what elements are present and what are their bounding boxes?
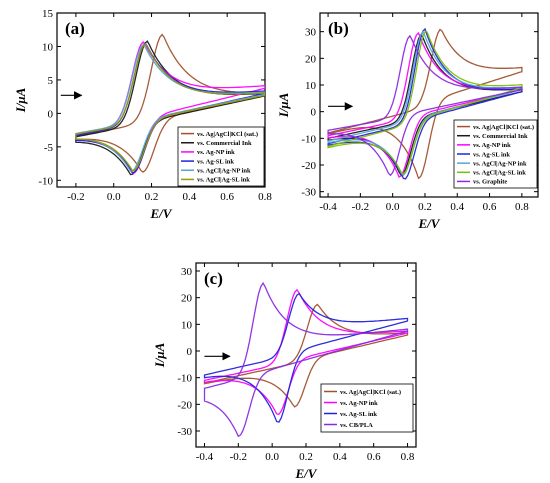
y-tick-label: -10 [177, 373, 192, 385]
legend-entry-5: vs. AgCl|Ag-NP ink [197, 168, 251, 175]
x-axis-label: E/V [150, 206, 173, 221]
x-tick-label: 0.0 [386, 201, 400, 213]
y-tick-label: 0 [48, 108, 54, 120]
y-tick-label: 20 [181, 293, 193, 305]
y-tick-label: -30 [177, 426, 192, 438]
legend-entry-4: vs. Ag-SL ink [197, 158, 234, 165]
x-tick-label: -0.4 [319, 201, 337, 213]
legend-entry-4: vs. Ag-SL ink [473, 151, 510, 158]
series-line-6 [75, 42, 265, 172]
legend: vs. Ag|AgCl|KCl (sat.) vs. Ag-NP ink vs. A… [320, 383, 414, 433]
x-tick-label: 0.6 [220, 191, 234, 203]
series-line-7 [327, 34, 523, 177]
series-line-1 [203, 303, 409, 408]
x-tick-label: 0.0 [265, 451, 279, 463]
legend-entry-2: vs. Commercial Ink [197, 140, 252, 147]
y-tick-label: 10 [181, 319, 193, 331]
y-tick-label: 20 [305, 53, 317, 65]
legend-entry-1: vs. Ag|AgCl|KCl (sat.) [197, 131, 258, 138]
x-tick-label: -0.2 [230, 451, 247, 463]
panel-a-chart: -0.2 0.0 0.2 0.4 0.6 0.8 -10 -5 0 5 10 15 E/V I/μA (a)… [13, 8, 272, 221]
y-tick-label: -10 [301, 133, 316, 145]
legend-entry-6: vs. AgCl|Ag-SL ink [473, 170, 526, 177]
x-tick-label: 0.8 [258, 191, 272, 203]
y-tick-label: 30 [305, 27, 317, 39]
y-tick-label: -20 [177, 399, 192, 411]
series-line-2 [203, 288, 409, 416]
legend-entry-1: vs. Ag|AgCl|KCl (sat.) [340, 389, 401, 396]
legend-entry-1: vs. Ag|AgCl|KCl (sat.) [473, 124, 534, 131]
x-tick-label: -0.2 [67, 191, 84, 203]
y-tick-label: -20 [301, 160, 316, 172]
y-axis-label: I/μA [13, 87, 28, 113]
y-tick-label: -5 [44, 142, 54, 154]
x-tick-label: 0.4 [450, 201, 464, 213]
series-line-4 [327, 27, 523, 180]
x-tick-label: 0.8 [515, 201, 529, 213]
legend-entry-3: vs. Ag-NP ink [473, 142, 511, 149]
legend: vs. Ag|AgCl|KCl (sat.) vs. Commercial Ink… [177, 126, 265, 187]
x-axis-label: E/V [295, 466, 318, 481]
x-tick-label: -0.4 [196, 451, 214, 463]
y-tick-label: -30 [301, 187, 316, 199]
plot-frame [319, 12, 539, 198]
panel-label: (a) [65, 19, 85, 38]
panel-c-chart: -0.4 -0.2 0.0 0.2 0.4 0.6 0.8 -30 -20 -10 0 10 20 30 E… [152, 262, 417, 481]
panel-label: (c) [204, 269, 223, 288]
x-tick-label: 0.4 [333, 451, 347, 463]
legend-entry-4: vs. CB/PLA [340, 422, 373, 429]
y-tick-label: 5 [48, 75, 54, 87]
legend-entry-7: vs. Graphite [473, 179, 507, 186]
legend-entry-6: vs. AgCl|Ag-SL ink [197, 177, 250, 184]
x-tick-label: 0.6 [367, 451, 381, 463]
y-tick-label: 30 [181, 266, 193, 278]
x-tick-label: 0.0 [107, 191, 121, 203]
panel-b-chart: -0.4 -0.2 0.0 0.2 0.4 0.6 0.8 -30 -20 -10 0 10 20 30 E… [276, 12, 539, 231]
y-axis-label: I/μA [152, 342, 167, 368]
y-tick-label: 10 [305, 80, 317, 92]
x-tick-label: 0.4 [182, 191, 196, 203]
plot-frame [56, 12, 266, 188]
series-line-4 [203, 281, 409, 438]
series-line-1 [327, 28, 523, 180]
y-axis-label: I/μA [276, 92, 291, 118]
legend-entry-5: vs. AgCl|Ag-NP ink [473, 160, 527, 167]
x-tick-label: -0.2 [352, 201, 369, 213]
legend: vs. Ag|AgCl|KCl (sat.) vs. Commercial Ink… [453, 119, 538, 189]
legend-box [177, 126, 265, 187]
y-tick-label: 15 [42, 8, 54, 20]
series-line-3 [203, 292, 409, 423]
y-tick-label: 0 [311, 107, 317, 119]
x-tick-label: 0.2 [145, 191, 159, 203]
legend-entry-2: vs. Ag-NP ink [340, 400, 378, 407]
legend-entry-3: vs. Ag-NP ink [197, 149, 235, 156]
x-axis-label: E/V [418, 216, 441, 231]
y-tick-label: 0 [187, 346, 193, 358]
y-tick-label: -10 [38, 175, 53, 187]
x-tick-label: 0.2 [418, 201, 432, 213]
x-tick-label: 0.8 [401, 451, 415, 463]
legend-entry-3: vs. Ag-SL ink [340, 411, 377, 418]
series-line-5 [75, 43, 265, 172]
y-tick-label: 10 [42, 41, 54, 53]
panel-label: (b) [328, 19, 349, 38]
x-tick-label: 0.6 [483, 201, 497, 213]
legend-entry-2: vs. Commercial Ink [473, 133, 528, 140]
x-tick-label: 0.2 [299, 451, 313, 463]
